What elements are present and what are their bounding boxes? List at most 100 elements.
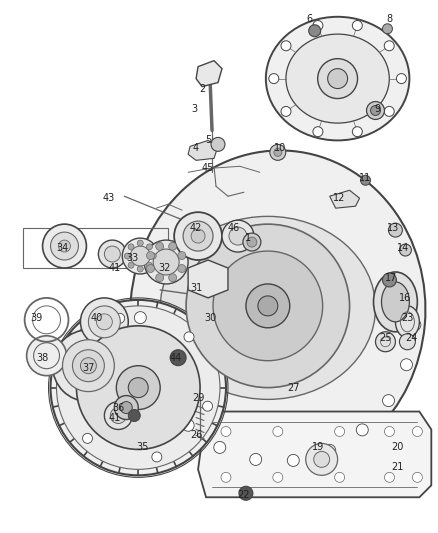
Text: 39: 39: [31, 313, 43, 323]
Circle shape: [50, 232, 78, 260]
Text: 44: 44: [170, 353, 182, 363]
Polygon shape: [198, 411, 431, 497]
Text: 12: 12: [333, 193, 346, 203]
Circle shape: [104, 401, 132, 430]
Text: 6: 6: [307, 14, 313, 24]
Circle shape: [413, 472, 422, 482]
Circle shape: [221, 472, 231, 482]
Text: 40: 40: [90, 313, 102, 323]
Circle shape: [269, 74, 279, 84]
Circle shape: [155, 243, 164, 251]
Circle shape: [82, 433, 92, 443]
Circle shape: [169, 273, 177, 281]
Circle shape: [144, 240, 188, 284]
Text: 37: 37: [82, 362, 95, 373]
Text: 1: 1: [245, 233, 251, 243]
Circle shape: [399, 244, 411, 256]
Circle shape: [246, 284, 290, 328]
Circle shape: [115, 313, 125, 324]
Circle shape: [213, 251, 323, 361]
Text: 24: 24: [405, 333, 417, 343]
Text: 21: 21: [391, 462, 404, 472]
Text: 16: 16: [399, 293, 412, 303]
Text: 27: 27: [287, 383, 300, 393]
Circle shape: [413, 426, 422, 437]
Circle shape: [137, 240, 143, 246]
Text: 32: 32: [158, 263, 170, 273]
Ellipse shape: [130, 150, 425, 473]
Polygon shape: [188, 260, 228, 298]
Text: 9: 9: [374, 103, 381, 114]
Circle shape: [174, 212, 222, 260]
Circle shape: [169, 243, 177, 251]
Circle shape: [367, 101, 385, 119]
Circle shape: [120, 401, 132, 414]
Circle shape: [53, 330, 124, 401]
Ellipse shape: [381, 282, 410, 322]
Text: 41: 41: [108, 413, 120, 423]
Circle shape: [63, 340, 114, 392]
Circle shape: [281, 107, 291, 116]
Ellipse shape: [160, 216, 375, 399]
Circle shape: [382, 24, 392, 34]
Circle shape: [130, 246, 150, 266]
Circle shape: [77, 326, 200, 449]
Text: 2: 2: [199, 84, 205, 94]
Text: 23: 23: [401, 313, 413, 323]
Circle shape: [170, 350, 186, 366]
Circle shape: [273, 472, 283, 482]
Circle shape: [335, 472, 345, 482]
Circle shape: [313, 127, 323, 136]
Circle shape: [147, 252, 155, 260]
Circle shape: [64, 364, 74, 374]
Circle shape: [128, 409, 140, 422]
Circle shape: [229, 227, 247, 245]
Circle shape: [81, 358, 96, 374]
Circle shape: [150, 253, 156, 259]
Circle shape: [128, 262, 134, 268]
Circle shape: [382, 394, 395, 407]
Circle shape: [141, 352, 153, 364]
Circle shape: [409, 319, 421, 331]
Circle shape: [400, 359, 413, 371]
Text: 4: 4: [193, 143, 199, 154]
Text: 5: 5: [205, 135, 211, 146]
Circle shape: [137, 266, 143, 272]
Text: 19: 19: [311, 442, 324, 453]
Circle shape: [258, 296, 278, 316]
Circle shape: [124, 253, 130, 259]
Circle shape: [178, 264, 186, 272]
Text: 42: 42: [190, 223, 202, 233]
Text: 8: 8: [386, 14, 392, 24]
Circle shape: [59, 240, 71, 252]
Circle shape: [306, 443, 338, 475]
Circle shape: [243, 233, 261, 251]
Circle shape: [270, 144, 286, 160]
Circle shape: [222, 220, 254, 252]
Circle shape: [399, 334, 415, 350]
Circle shape: [146, 262, 152, 268]
Circle shape: [191, 229, 205, 243]
Text: 11: 11: [360, 173, 372, 183]
Ellipse shape: [286, 34, 389, 123]
Circle shape: [128, 244, 134, 250]
Circle shape: [122, 238, 158, 274]
Circle shape: [114, 395, 138, 419]
Circle shape: [313, 21, 323, 30]
Circle shape: [50, 300, 226, 475]
Text: 10: 10: [274, 143, 286, 154]
Circle shape: [214, 441, 226, 454]
Circle shape: [153, 249, 179, 275]
Text: 45: 45: [202, 163, 214, 173]
Text: 26: 26: [190, 431, 202, 440]
Circle shape: [184, 332, 194, 342]
Circle shape: [81, 298, 128, 346]
Text: 29: 29: [192, 393, 204, 402]
Circle shape: [384, 107, 394, 116]
Circle shape: [250, 454, 261, 465]
Circle shape: [328, 69, 348, 88]
Circle shape: [382, 273, 396, 287]
Text: 13: 13: [387, 223, 399, 233]
Circle shape: [371, 106, 381, 116]
Circle shape: [96, 314, 112, 330]
